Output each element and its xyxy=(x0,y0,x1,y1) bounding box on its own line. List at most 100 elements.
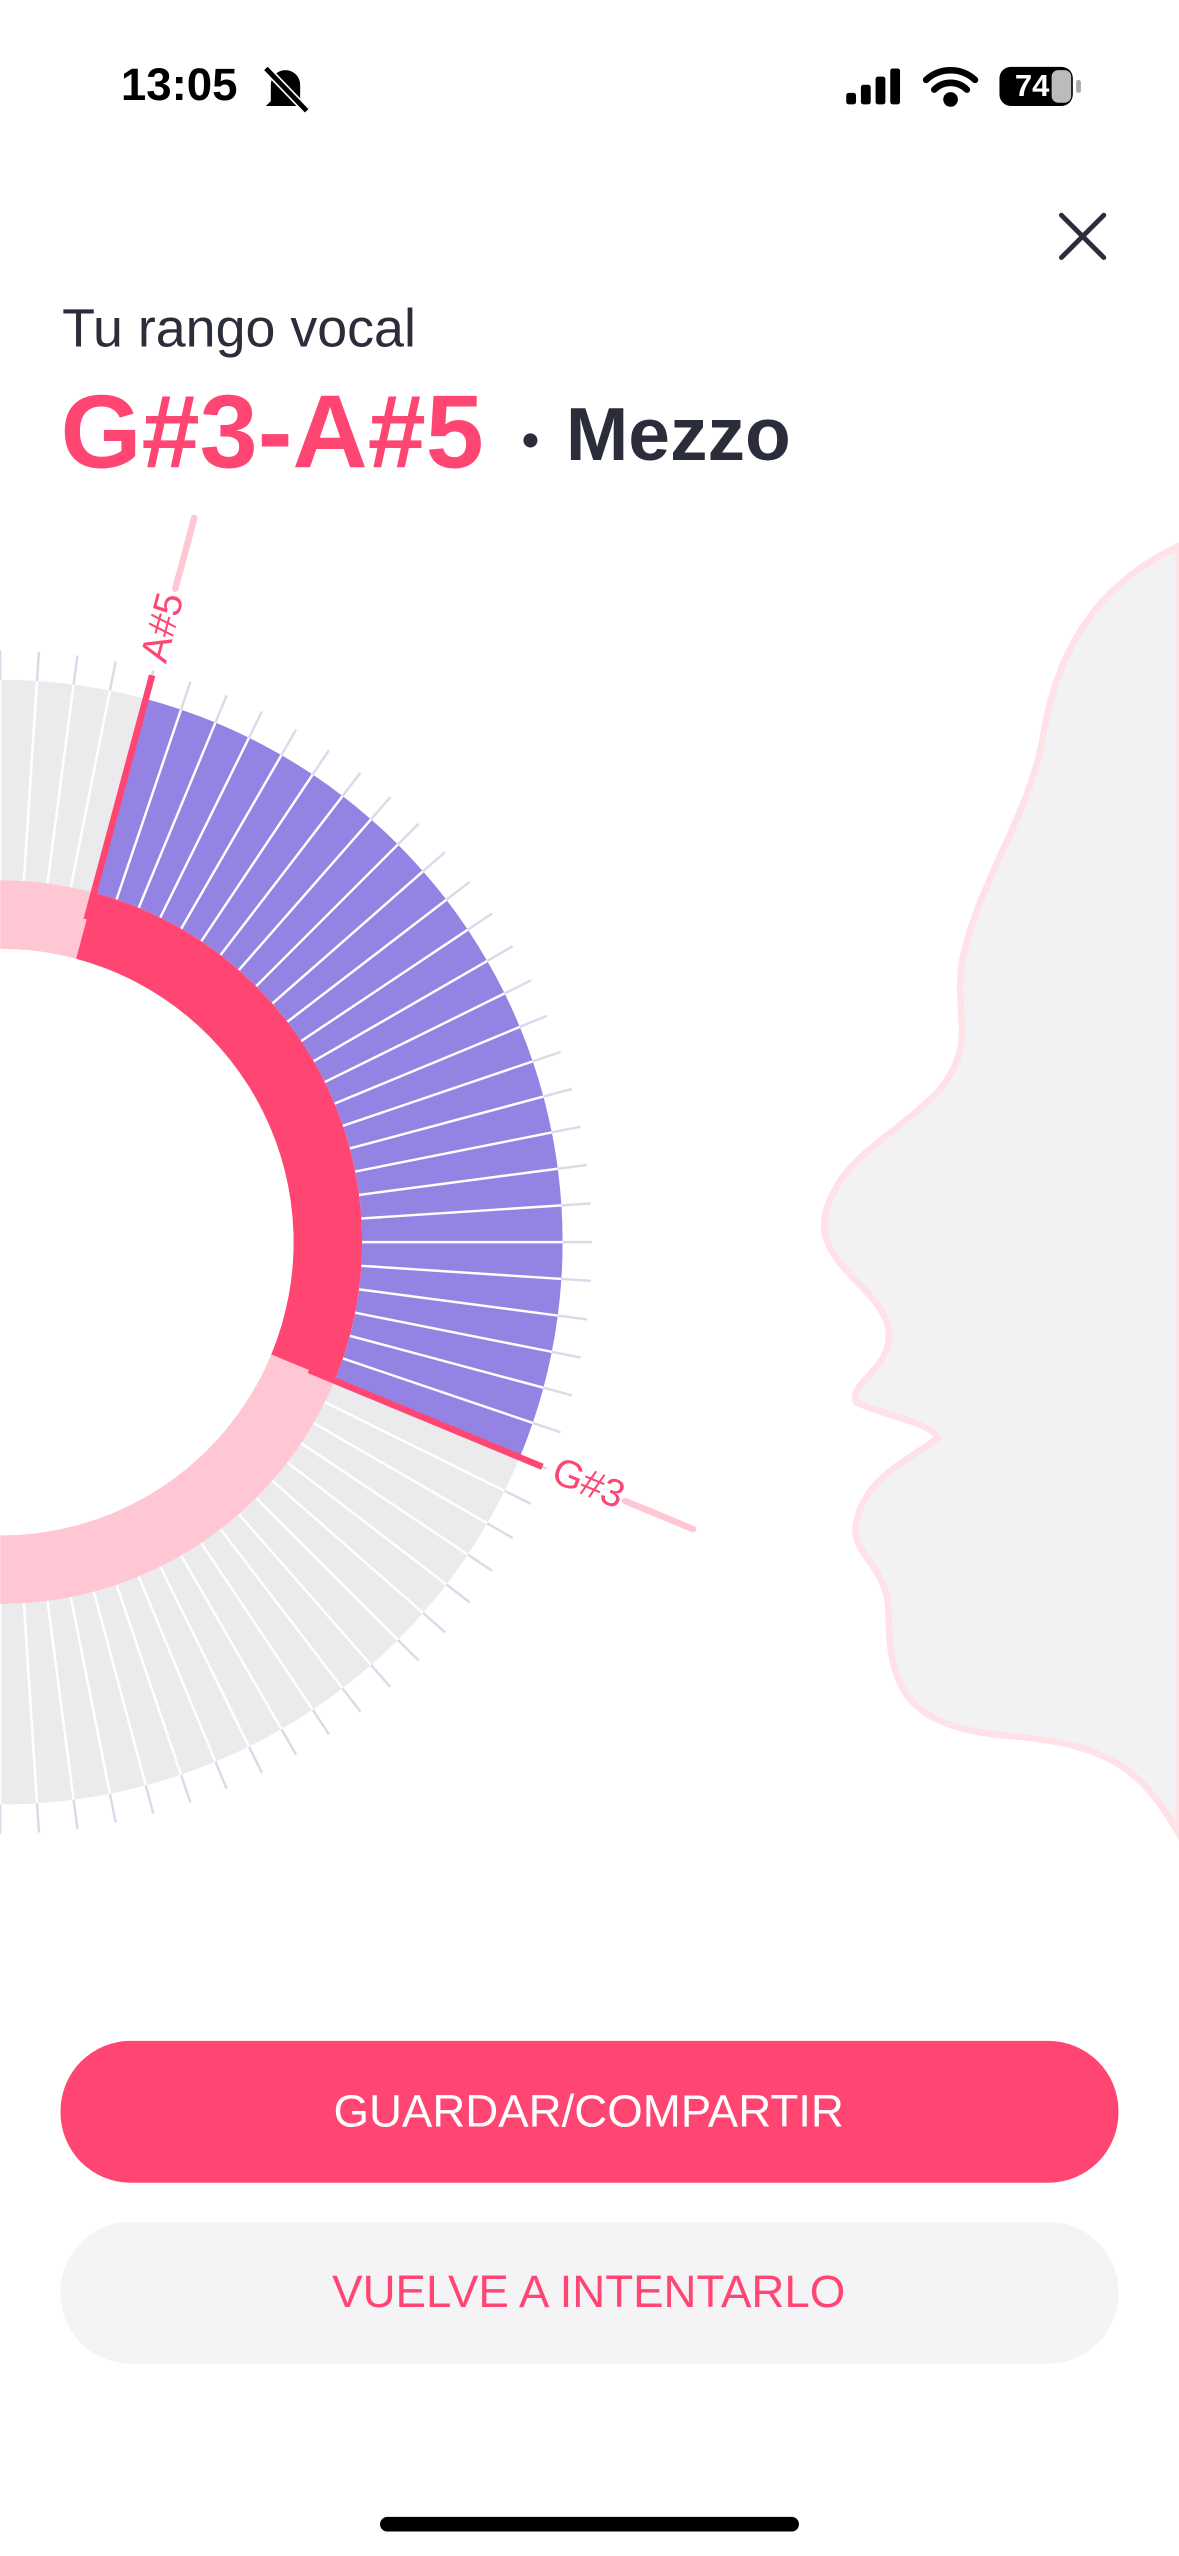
high-note-label: A#5 xyxy=(133,588,193,666)
tick xyxy=(543,1087,573,1098)
tick xyxy=(108,661,117,691)
secondary-button[interactable]: VUELVE A INTENTARLO xyxy=(60,2221,1119,2364)
ring-segment xyxy=(334,1358,533,1458)
separator xyxy=(115,1584,183,1776)
ring-segment xyxy=(138,722,249,918)
high-note-line xyxy=(83,674,156,921)
separator xyxy=(69,690,112,888)
separator xyxy=(22,1603,39,1804)
separator xyxy=(137,722,217,909)
ring-segment xyxy=(355,1132,558,1195)
primary-button-label[interactable]: GUARDAR/COMPARTIR xyxy=(333,2085,843,2136)
primary-button[interactable]: GUARDAR/COMPARTIR xyxy=(60,2040,1119,2183)
separator xyxy=(358,1167,558,1197)
separator xyxy=(300,928,469,1043)
ring-segment xyxy=(160,737,282,929)
tick xyxy=(486,1522,514,1540)
ring-segment xyxy=(47,684,110,888)
ring-segment xyxy=(313,1402,505,1524)
close-button[interactable] xyxy=(1058,212,1107,261)
tick xyxy=(467,1553,493,1572)
ring-segment xyxy=(70,690,146,893)
range-wheel: A#5 G#3 xyxy=(0,514,697,1834)
ring-segment xyxy=(272,871,447,1022)
tick xyxy=(551,1125,581,1134)
tick xyxy=(247,710,264,739)
tick xyxy=(341,771,362,797)
separator xyxy=(286,898,448,1023)
ring-segment xyxy=(181,1543,313,1730)
mute-icon xyxy=(262,65,310,114)
tick xyxy=(543,1386,573,1397)
separator xyxy=(342,1357,534,1425)
tick xyxy=(561,1277,591,1283)
ring-segment xyxy=(272,1462,447,1613)
separator xyxy=(349,1095,544,1150)
separator xyxy=(313,1422,488,1525)
separator xyxy=(342,1060,534,1127)
ring-segment xyxy=(287,1443,468,1585)
ring-segment xyxy=(355,1289,558,1352)
ring-segment xyxy=(349,1312,552,1388)
tick xyxy=(486,945,514,963)
tick xyxy=(397,822,420,846)
ring-segment xyxy=(287,899,468,1042)
low-note-tail xyxy=(621,1497,697,1533)
separator xyxy=(361,1204,562,1220)
ring-segment xyxy=(23,680,74,884)
tick xyxy=(280,1728,298,1756)
ring-segment xyxy=(220,795,372,971)
separator xyxy=(69,1596,112,1794)
tick xyxy=(179,1774,192,1803)
tick xyxy=(445,880,471,901)
tick xyxy=(467,912,493,931)
tick xyxy=(370,796,392,821)
ring-segment xyxy=(160,1555,282,1747)
wifi-icon xyxy=(922,67,979,107)
tick xyxy=(551,1350,581,1359)
tick xyxy=(280,729,298,756)
high-note-tail xyxy=(172,514,198,592)
separator xyxy=(354,1311,553,1354)
primary-button-bg[interactable] xyxy=(60,2040,1119,2183)
separator xyxy=(354,1131,553,1173)
home-indicator xyxy=(380,2516,799,2532)
tick xyxy=(35,1803,41,1833)
separator xyxy=(255,843,399,988)
tick xyxy=(561,1202,591,1207)
separator xyxy=(237,1513,372,1666)
tick xyxy=(422,851,446,873)
ring-segment xyxy=(70,1591,146,1794)
separator xyxy=(334,1025,521,1105)
ring-segment xyxy=(93,1584,181,1786)
secondary-button-bg[interactable] xyxy=(60,2221,1119,2364)
secondary-button-label[interactable]: VUELVE A INTENTARLO xyxy=(332,2266,845,2317)
separator xyxy=(137,1576,217,1763)
ring-segment xyxy=(0,679,37,882)
separator xyxy=(324,1401,506,1492)
separator xyxy=(255,1497,399,1641)
ring-segment xyxy=(301,929,488,1062)
separator xyxy=(361,1264,562,1281)
separator xyxy=(271,870,424,1005)
separator xyxy=(46,1600,75,1800)
status-time: 13:05 xyxy=(121,59,238,110)
ring-segment xyxy=(256,844,424,1004)
separator xyxy=(159,737,251,919)
ring-segment xyxy=(342,1335,544,1423)
ring-segment xyxy=(47,1597,110,1800)
tick xyxy=(311,749,330,776)
ring-segment xyxy=(324,993,520,1104)
ring-segment xyxy=(301,1423,488,1555)
tick xyxy=(370,1664,392,1688)
signal-icon xyxy=(846,68,901,105)
ring-segment xyxy=(313,960,505,1083)
ring-segment xyxy=(181,755,313,942)
tick xyxy=(445,1583,471,1604)
ring-segment xyxy=(220,1514,372,1689)
tick xyxy=(311,1709,330,1735)
tick xyxy=(504,979,532,995)
tick xyxy=(144,1785,155,1815)
separator xyxy=(286,1461,448,1586)
